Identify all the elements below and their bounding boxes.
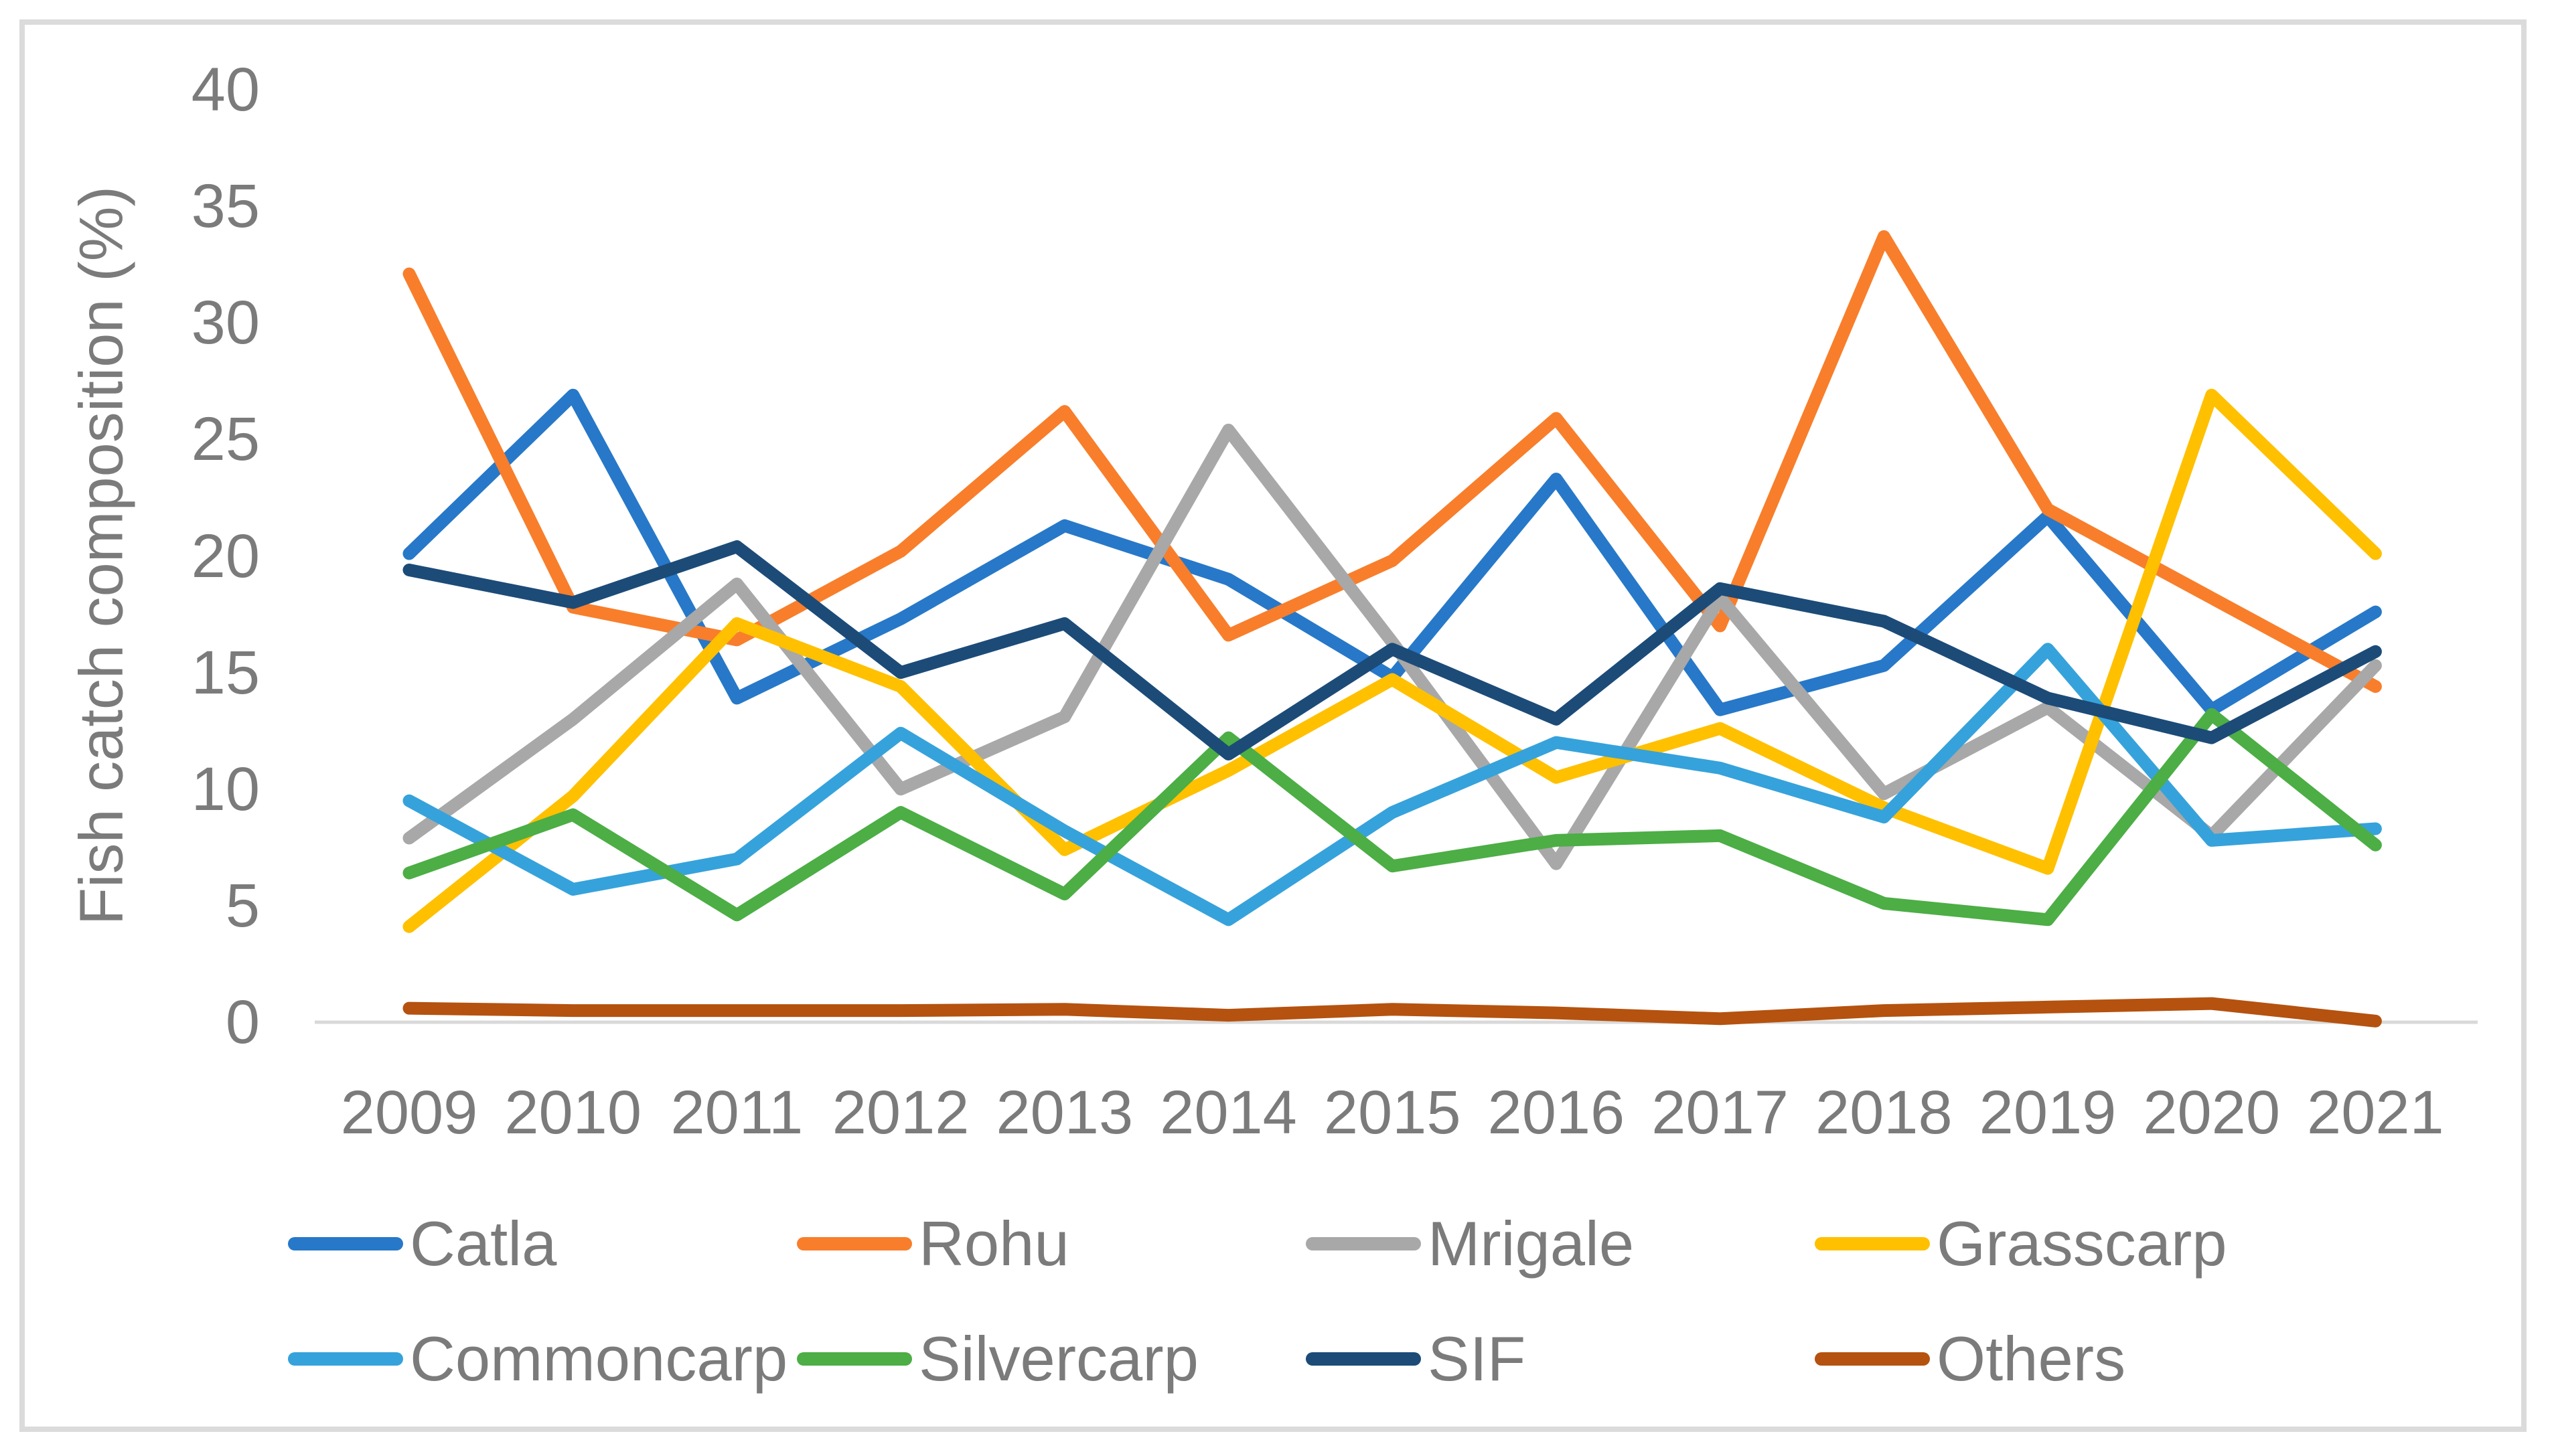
y-tick-label-40: 40 (191, 56, 260, 124)
legend-swatch-rohu (797, 1237, 912, 1250)
x-tick-label-2021: 2021 (2307, 1078, 2444, 1147)
legend-item-mrigale: Mrigale (1306, 1212, 1634, 1275)
legend-swatch-others (1815, 1352, 1930, 1366)
legend-label-sif: SIF (1428, 1323, 1526, 1394)
legend-swatch-grasscarp (1815, 1237, 1930, 1250)
series-line-others (402, 997, 2382, 1028)
x-tick-label-2016: 2016 (1487, 1078, 1625, 1147)
legend-item-rohu: Rohu (797, 1212, 1069, 1275)
y-tick-label-20: 20 (191, 521, 260, 590)
x-tick-label-2014: 2014 (1160, 1078, 1297, 1147)
y-tick-label-25: 25 (191, 405, 260, 474)
legend-label-grasscarp: Grasscarp (1937, 1208, 2227, 1279)
legend-item-others: Others (1815, 1327, 2125, 1390)
legend-swatch-mrigale (1306, 1237, 1421, 1250)
x-tick-label-2018: 2018 (1815, 1078, 1953, 1147)
legend-swatch-catla (288, 1237, 403, 1250)
x-tick-label-2011: 2011 (670, 1078, 804, 1147)
x-tick-label-2019: 2019 (1979, 1078, 2117, 1147)
legend-swatch-silvercarp (797, 1352, 912, 1366)
legend-label-silvercarp: Silvercarp (919, 1323, 1199, 1394)
y-tick-label-35: 35 (191, 172, 260, 241)
legend-label-others: Others (1937, 1323, 2126, 1394)
legend-label-commoncarp: Commoncarp (410, 1323, 788, 1394)
legend-item-catla: Catla (288, 1212, 556, 1275)
x-tick-label-2017: 2017 (1651, 1078, 1789, 1147)
series-line-grasscarp (402, 388, 2382, 933)
x-tick-label-2020: 2020 (2143, 1078, 2281, 1147)
y-tick-label-30: 30 (191, 289, 260, 357)
series-line-sif (402, 540, 2382, 760)
x-tick-label-2012: 2012 (832, 1078, 970, 1147)
y-tick-label-5: 5 (225, 871, 260, 940)
series-line-silvercarp (402, 708, 2382, 926)
x-tick-label-2009: 2009 (340, 1078, 478, 1147)
series-line-mrigale (402, 423, 2382, 870)
legend-swatch-sif (1306, 1352, 1421, 1366)
legend-label-catla: Catla (410, 1208, 557, 1279)
legend-label-rohu: Rohu (919, 1208, 1069, 1279)
legend-item-sif: SIF (1306, 1327, 1525, 1390)
x-tick-label-2015: 2015 (1323, 1078, 1461, 1147)
x-tick-label-2013: 2013 (996, 1078, 1134, 1147)
legend-item-silvercarp: Silvercarp (797, 1327, 1199, 1390)
legend-item-grasscarp: Grasscarp (1815, 1212, 2227, 1275)
y-tick-label-0: 0 (225, 988, 260, 1056)
x-tick-label-2010: 2010 (504, 1078, 642, 1147)
legend-item-commoncarp: Commoncarp (288, 1327, 787, 1390)
series-line-commoncarp (402, 643, 2382, 926)
legend-label-mrigale: Mrigale (1428, 1208, 1635, 1279)
y-tick-label-10: 10 (191, 754, 260, 823)
legend-swatch-commoncarp (288, 1352, 403, 1366)
y-tick-label-15: 15 (191, 638, 260, 707)
series-line-rohu (402, 230, 2382, 693)
